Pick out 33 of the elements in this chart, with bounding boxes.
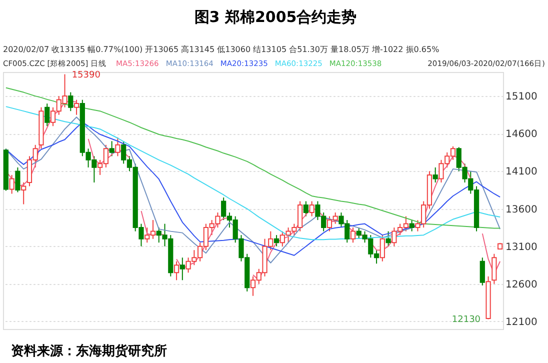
candlestick <box>15 166 20 193</box>
candlestick <box>68 92 74 112</box>
candlestick <box>386 230 391 247</box>
candlestick <box>9 174 14 194</box>
candlestick <box>74 99 80 116</box>
candlestick <box>409 220 414 232</box>
line-series <box>5 87 501 229</box>
candlestick <box>309 200 314 217</box>
candlestick <box>174 260 180 281</box>
candlestick <box>380 234 385 262</box>
annotation: 12130 <box>452 315 481 326</box>
y-tick-label: 12100 <box>506 316 538 328</box>
candlestick <box>115 136 120 157</box>
y-tick-label: 13100 <box>506 242 538 253</box>
y-tick-label: 12600 <box>506 279 538 290</box>
candlestick <box>180 257 185 281</box>
candlestick <box>21 182 26 205</box>
candlestick <box>109 140 114 157</box>
y-tick-label: 13600 <box>506 204 538 216</box>
candlestick <box>432 166 438 183</box>
y-tick-label: 14100 <box>506 166 538 178</box>
y-tick-label: 14600 <box>506 129 538 140</box>
annotation: 15390 <box>72 70 101 80</box>
candlestick <box>492 253 497 284</box>
text: 2020/02/07 收13135 幅0.77%(100) 开13065 高13145 低13060 结13105 合51.30万 量18.05万 增-1022 振0.65% <box>3 45 440 54</box>
candlestick <box>350 227 356 244</box>
chart-title: 图3 郑棉2005合约走势 <box>194 8 357 26</box>
candlestick <box>480 257 485 286</box>
candlestick <box>274 234 280 247</box>
candlestick <box>303 200 308 217</box>
text: 资料来源：东海期货研究所 <box>11 343 167 359</box>
y-tick-label: 15100 <box>506 92 538 103</box>
candlestick <box>44 103 50 127</box>
